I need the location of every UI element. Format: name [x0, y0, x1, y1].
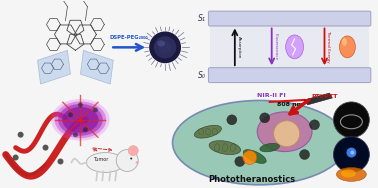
- Ellipse shape: [87, 153, 124, 172]
- Circle shape: [346, 148, 356, 158]
- Text: DSPE-PEG₂₀₀₀: DSPE-PEG₂₀₀₀: [110, 35, 149, 40]
- Circle shape: [130, 158, 132, 159]
- Circle shape: [235, 157, 245, 166]
- Polygon shape: [81, 50, 113, 84]
- Circle shape: [154, 36, 176, 58]
- Ellipse shape: [243, 150, 266, 163]
- Ellipse shape: [54, 102, 106, 138]
- Ellipse shape: [51, 99, 110, 141]
- Ellipse shape: [157, 40, 165, 46]
- Text: S₀: S₀: [198, 71, 206, 80]
- Circle shape: [116, 150, 138, 171]
- Circle shape: [68, 112, 73, 117]
- Text: Absorption: Absorption: [237, 36, 241, 58]
- Ellipse shape: [257, 112, 312, 152]
- Circle shape: [83, 127, 88, 132]
- Text: PTI/PTT: PTI/PTT: [311, 93, 338, 98]
- Circle shape: [149, 31, 181, 63]
- Circle shape: [333, 102, 369, 138]
- Circle shape: [12, 155, 19, 161]
- Ellipse shape: [286, 35, 304, 59]
- Ellipse shape: [58, 104, 103, 136]
- Bar: [210, 24, 369, 69]
- Polygon shape: [37, 50, 70, 84]
- Circle shape: [350, 151, 355, 155]
- Circle shape: [128, 146, 138, 155]
- FancyBboxPatch shape: [208, 11, 371, 26]
- Circle shape: [333, 137, 369, 172]
- Circle shape: [227, 115, 237, 125]
- Circle shape: [159, 41, 172, 54]
- Ellipse shape: [260, 143, 280, 152]
- Circle shape: [73, 132, 78, 137]
- Ellipse shape: [336, 168, 366, 181]
- FancyBboxPatch shape: [208, 68, 371, 83]
- Circle shape: [300, 150, 310, 159]
- Circle shape: [260, 113, 270, 123]
- Circle shape: [136, 161, 139, 164]
- Ellipse shape: [342, 38, 347, 46]
- Ellipse shape: [341, 169, 356, 177]
- Circle shape: [93, 107, 98, 112]
- Text: Thermal Energy: Thermal Energy: [327, 30, 330, 63]
- Text: S₁: S₁: [198, 14, 206, 23]
- Circle shape: [310, 120, 319, 130]
- Text: NIR-II FI: NIR-II FI: [257, 93, 286, 98]
- Polygon shape: [305, 93, 333, 105]
- Ellipse shape: [62, 107, 99, 133]
- Circle shape: [78, 102, 83, 107]
- Text: 808 nm: 808 nm: [276, 102, 303, 107]
- Circle shape: [274, 121, 300, 147]
- Circle shape: [43, 145, 48, 151]
- Circle shape: [57, 158, 64, 164]
- Text: Phototheranostics: Phototheranostics: [208, 175, 295, 184]
- Ellipse shape: [209, 141, 241, 155]
- Text: Fluorescence: Fluorescence: [274, 33, 278, 60]
- Circle shape: [243, 151, 257, 164]
- Text: Tumor: Tumor: [93, 157, 108, 162]
- Ellipse shape: [173, 100, 347, 185]
- Ellipse shape: [194, 125, 222, 138]
- Ellipse shape: [339, 36, 355, 58]
- Circle shape: [18, 132, 23, 138]
